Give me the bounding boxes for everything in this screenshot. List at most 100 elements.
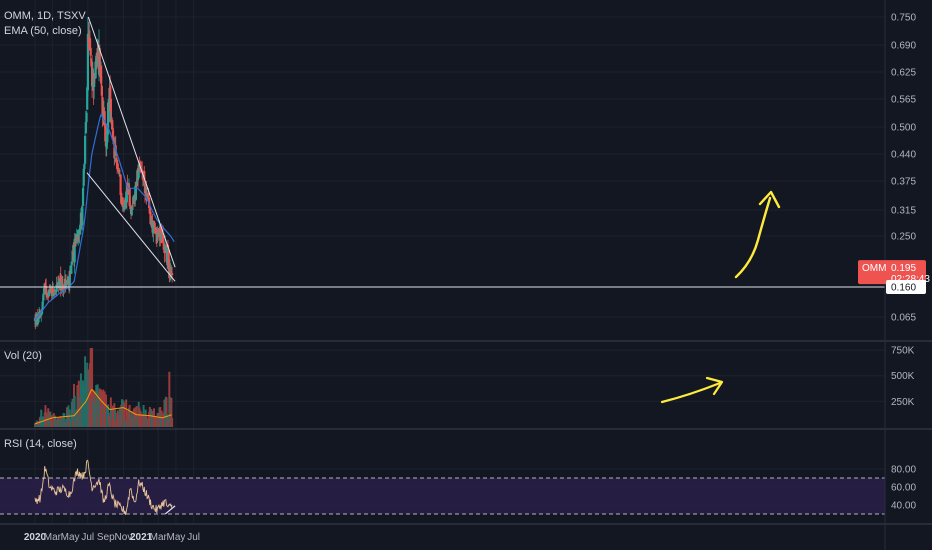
time-tick-label: Sep — [97, 532, 115, 543]
candle-body — [124, 198, 127, 205]
candle-body — [66, 280, 69, 284]
candle-body — [93, 77, 96, 88]
rsi-title: RSI (14, close) — [4, 438, 77, 450]
candle-body — [134, 181, 138, 200]
price-tick-label: 0.250 — [891, 232, 916, 243]
candle-body — [56, 282, 60, 285]
candle-body — [98, 47, 101, 72]
candle-body — [162, 243, 165, 245]
candle-body — [72, 252, 75, 255]
volume-bar — [165, 397, 168, 427]
volume-ma-line — [34, 389, 172, 425]
time-tick-label: 2021 — [130, 532, 153, 543]
annotation-arrows — [660, 190, 781, 404]
candle-body — [167, 249, 170, 270]
candle-body — [109, 98, 112, 123]
candle-body — [152, 220, 155, 234]
candle-body — [70, 265, 73, 274]
candle-body — [101, 97, 104, 114]
price-breakout-arrow — [734, 196, 772, 279]
symbol-legend[interactable]: OMM, 1D, TSXV — [4, 10, 86, 22]
candle-body — [147, 192, 150, 199]
volume-bar — [171, 418, 174, 427]
time-tick-label: 2020 — [24, 532, 47, 543]
candle-body — [81, 188, 85, 207]
candle-body — [110, 119, 113, 121]
ema-title: EMA (50, close) — [4, 25, 82, 37]
candle-body — [78, 228, 81, 236]
candle-body — [108, 87, 111, 111]
candle-body — [109, 85, 112, 98]
candle-body — [55, 284, 58, 292]
level-badge-value: 0.160 — [891, 283, 916, 294]
candle-body — [46, 293, 49, 295]
price-candles — [33, 16, 174, 330]
volume-bar — [68, 409, 71, 427]
candle-body — [166, 247, 169, 263]
candle-body — [150, 222, 153, 224]
candle-body — [51, 288, 55, 293]
volume-bar — [123, 402, 126, 427]
candle-body — [42, 288, 46, 295]
ema-line — [34, 113, 175, 321]
volume-bar — [91, 348, 94, 427]
rsi-tick-label: 40.00 — [891, 501, 916, 512]
rsi-legend[interactable]: RSI (14, close) — [4, 438, 77, 450]
volume-bar — [95, 385, 98, 427]
candle-body — [83, 163, 86, 169]
volume-tick-label: 500K — [891, 371, 915, 382]
candle-body — [157, 230, 160, 234]
candle-body — [65, 282, 68, 288]
volume-bar — [155, 416, 158, 427]
candle-body — [88, 35, 91, 37]
trendlines[interactable] — [0, 16, 885, 515]
volume-legend[interactable]: Vol (20) — [4, 350, 42, 362]
ema-legend[interactable]: EMA (50, close) — [4, 25, 82, 37]
volume-bar — [40, 409, 43, 427]
candle-body — [88, 37, 92, 51]
candle-body — [81, 206, 84, 226]
price-tick-label: 0.065 — [891, 313, 916, 324]
candle-body — [129, 205, 132, 209]
candle-body — [156, 231, 159, 240]
candle-body — [125, 184, 128, 203]
volume-bar — [114, 409, 117, 427]
candle-body — [76, 235, 79, 241]
indicator-lines — [34, 113, 175, 515]
volume-bar — [71, 398, 74, 427]
candle-body — [171, 273, 174, 276]
candle-body — [131, 205, 134, 207]
candle-body — [40, 312, 43, 316]
current-price-symbol: OMM — [862, 263, 886, 274]
candle-body — [117, 168, 120, 171]
candle-body — [89, 47, 92, 56]
volume-bar — [52, 413, 55, 427]
candle-body — [143, 171, 146, 182]
rsi-band — [0, 477, 885, 515]
candle-body — [85, 112, 88, 123]
candle-body — [133, 194, 136, 204]
volume-bar — [150, 409, 153, 427]
candle-body — [152, 221, 156, 223]
candle-body — [145, 193, 149, 201]
time-tick-label: Nov — [115, 532, 133, 543]
candle-body — [86, 33, 89, 91]
price-tick-label: 0.500 — [891, 123, 916, 134]
volume-bars — [34, 348, 174, 427]
candle-body — [155, 227, 158, 235]
candle-body — [56, 283, 59, 288]
candle-body — [84, 135, 87, 164]
candle-body — [105, 135, 108, 150]
volume-rise-arrow — [660, 381, 722, 404]
volume-bar — [50, 415, 53, 427]
candle-body — [122, 207, 125, 209]
time-tick-label: Mar — [150, 532, 168, 543]
price-tick-label: 0.750 — [891, 13, 916, 24]
rsi-tick-label: 60.00 — [891, 483, 916, 494]
candle-body — [59, 274, 62, 291]
candle-body — [42, 293, 45, 301]
volume-title: Vol (20) — [4, 350, 42, 362]
time-tick-label: Jul — [81, 532, 94, 543]
volume-bar — [118, 408, 121, 427]
